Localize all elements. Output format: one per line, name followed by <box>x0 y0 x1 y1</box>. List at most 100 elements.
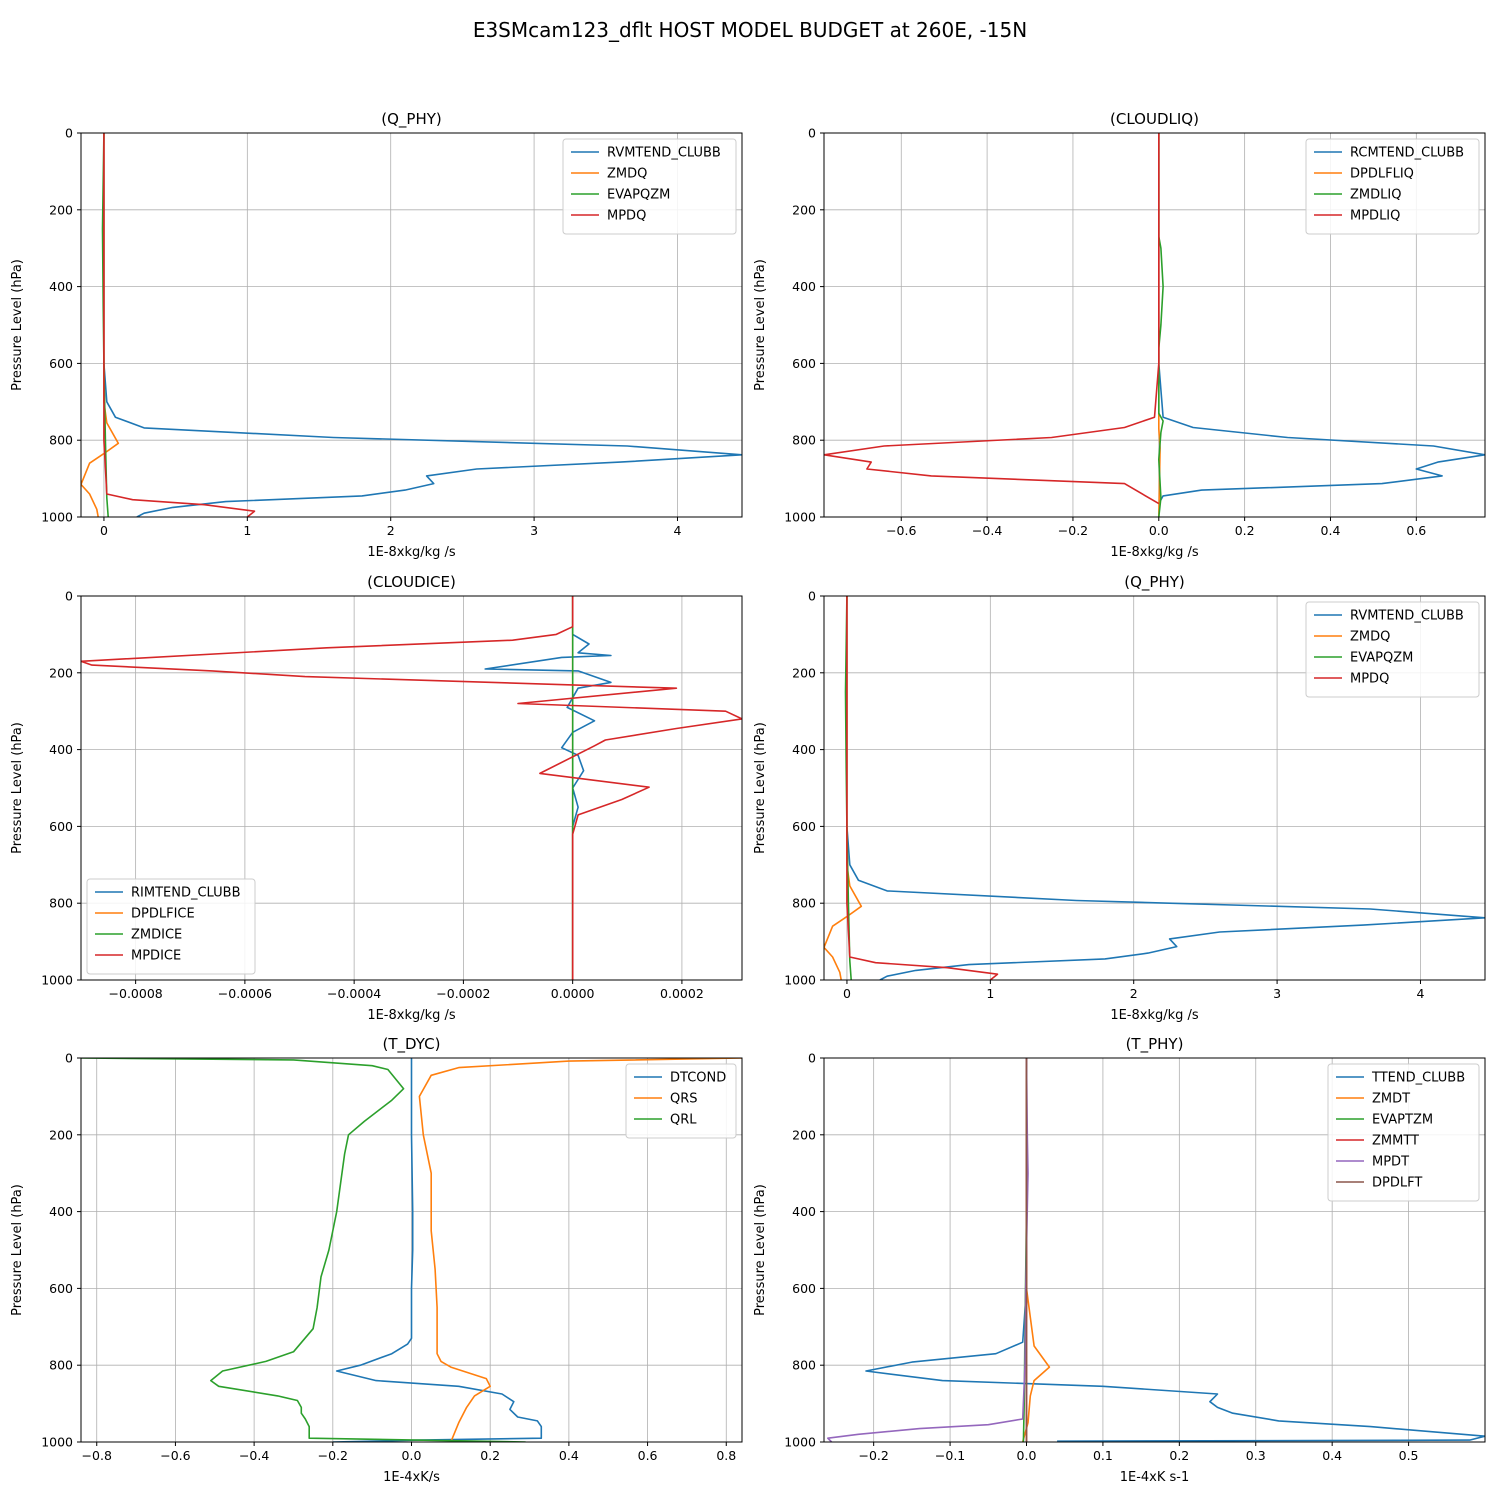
x-tick-label: 0.6 <box>638 1448 658 1463</box>
figure-title: E3SMcam123_dflt HOST MODEL BUDGET at 260… <box>473 18 1027 42</box>
legend-label: MPDQ <box>607 209 646 224</box>
y-tick-label: 1000 <box>784 510 816 525</box>
x-tick-label: 0.0 <box>1149 523 1169 538</box>
x-tick-label: −0.6 <box>160 1448 190 1463</box>
x-tick-label: 2 <box>1130 986 1138 1001</box>
series-group <box>826 1058 1485 1442</box>
y-tick-label: 0 <box>808 1051 816 1066</box>
x-tick-label: 0.3 <box>1246 1448 1266 1463</box>
legend-label: EVAPQZM <box>1350 651 1413 666</box>
chart-panel-5: −0.8 −0.6 −0.4 −0.2 0.0 0.2 0.4 0.6 0.8 0 200 400 60… <box>10 1035 743 1485</box>
legend-label: MPDICE <box>131 949 181 964</box>
chart-panel-6: −0.2 −0.1 0.0 0.1 0.2 0.3 0.4 0.5 0 200 400 600 800 1… <box>753 1035 1486 1485</box>
x-axis-label: 1E-8xkg/kg /s <box>367 1008 456 1023</box>
x-tick-label: −0.1 <box>935 1448 965 1463</box>
x-tick-label: 0.0002 <box>660 986 704 1001</box>
y-tick-label: 0 <box>808 589 816 604</box>
x-tick-label: 1 <box>986 986 994 1001</box>
y-axis-label: Pressure Level (hPa) <box>10 259 25 391</box>
y-tick-label: 800 <box>49 1358 73 1373</box>
x-tick-label: −0.2 <box>858 1448 888 1463</box>
x-tick-label: 0.0 <box>1017 1448 1037 1463</box>
y-tick-label: 1000 <box>41 510 73 525</box>
x-tick-label: 0.4 <box>559 1448 579 1463</box>
y-tick-label: 600 <box>792 356 816 371</box>
x-axis-label: 1E-4xK s-1 <box>1120 1470 1190 1485</box>
y-tick-label: 400 <box>792 742 816 757</box>
x-tick-label: 0.6 <box>1406 523 1426 538</box>
x-tick-label: −0.8 <box>82 1448 112 1463</box>
y-tick-label: 200 <box>792 202 816 217</box>
y-axis-label: Pressure Level (hPa) <box>753 259 768 391</box>
series-line-mpdliq <box>824 133 1160 505</box>
x-tick-label: 0 <box>100 523 108 538</box>
x-axis-label: 1E-4xK/s <box>383 1470 440 1485</box>
y-tick-label: 200 <box>792 1127 816 1142</box>
legend-label: MPDQ <box>1350 672 1389 687</box>
legend-label: ZMDQ <box>1350 630 1390 645</box>
x-tick-label: 0.5 <box>1399 1448 1419 1463</box>
panel-title: (T_DYC) <box>383 1035 441 1054</box>
y-tick-label: 600 <box>49 356 73 371</box>
y-axis-label: Pressure Level (hPa) <box>10 722 25 854</box>
legend-box <box>1305 601 1480 698</box>
x-tick-label: 0.2 <box>1169 1448 1189 1463</box>
x-tick-label: 2 <box>387 523 395 538</box>
panel-title: (T_PHY) <box>1126 1035 1184 1054</box>
y-tick-label: 0 <box>65 589 73 604</box>
y-tick-label: 400 <box>792 279 816 294</box>
plot-frame <box>823 595 1486 981</box>
legend-label: ZMDICE <box>131 928 182 943</box>
legend-label: QRL <box>670 1113 697 1128</box>
y-tick-label: 200 <box>49 665 73 680</box>
x-tick-label: −0.2 <box>318 1448 348 1463</box>
chart-panel-1: 0 1 2 3 4 0 200 400 600 800 1000 (Q_PHY) 1E-8xkg/kg … <box>10 110 743 560</box>
legend: RVMTEND_CLUBB ZMDQ EVAPQZM MPDQ <box>562 138 737 235</box>
x-tick-label: −0.4 <box>972 523 1002 538</box>
y-axis-label: Pressure Level (hPa) <box>10 1184 25 1316</box>
x-tick-label: −0.0002 <box>436 986 490 1001</box>
y-tick-label: 600 <box>792 819 816 834</box>
x-tick-label: 0.1 <box>1093 1448 1113 1463</box>
legend-label: DPDLFT <box>1372 1176 1422 1191</box>
legend-box <box>1305 138 1480 235</box>
plot-frame <box>823 1057 1486 1443</box>
y-tick-label: 600 <box>49 819 73 834</box>
x-tick-label: 4 <box>674 523 682 538</box>
legend-label: DPDLFLIQ <box>1350 167 1414 182</box>
series-line-qrs <box>418 1058 742 1442</box>
y-tick-label: 1000 <box>784 1435 816 1450</box>
panel-title: (Q_PHY) <box>1124 573 1185 592</box>
x-tick-label: 0.0 <box>402 1448 422 1463</box>
legend-label: ZMMTT <box>1372 1134 1419 1149</box>
legend-label: MPDT <box>1372 1155 1409 1170</box>
y-tick-label: 400 <box>49 1204 73 1219</box>
legend-label: RCMTEND_CLUBB <box>1350 146 1464 161</box>
y-tick-label: 0 <box>65 1051 73 1066</box>
legend: RVMTEND_CLUBB ZMDQ EVAPQZM MPDQ <box>1305 601 1480 698</box>
panel-title: (CLOUDLIQ) <box>1110 110 1199 128</box>
series-group <box>824 596 1485 980</box>
y-tick-label: 200 <box>792 665 816 680</box>
x-tick-label: −0.4 <box>239 1448 269 1463</box>
legend-label: RVMTEND_CLUBB <box>1350 609 1464 624</box>
y-tick-label: 800 <box>792 1358 816 1373</box>
y-tick-label: 1000 <box>784 973 816 988</box>
legend-label: ZMDLIQ <box>1350 188 1401 203</box>
series-line-mpdt <box>826 1058 1029 1442</box>
x-tick-label: 0.2 <box>1235 523 1255 538</box>
x-tick-label: −0.0008 <box>109 986 163 1001</box>
x-tick-label: 0.4 <box>1322 1448 1342 1463</box>
x-tick-label: 0.4 <box>1321 523 1341 538</box>
legend-box <box>86 878 256 975</box>
legend-label: DPDLFICE <box>131 907 195 922</box>
legend-label: ZMDQ <box>607 167 647 182</box>
y-tick-label: 800 <box>792 896 816 911</box>
x-tick-label: 0.2 <box>480 1448 500 1463</box>
legend: RIMTEND_CLUBB DPDLFICE ZMDICE MPDICE <box>86 878 256 975</box>
x-axis-label: 1E-8xkg/kg /s <box>1110 1008 1199 1023</box>
x-tick-label: −0.6 <box>886 523 916 538</box>
legend-label: RIMTEND_CLUBB <box>131 886 241 901</box>
legend-label: ZMDT <box>1372 1092 1410 1107</box>
